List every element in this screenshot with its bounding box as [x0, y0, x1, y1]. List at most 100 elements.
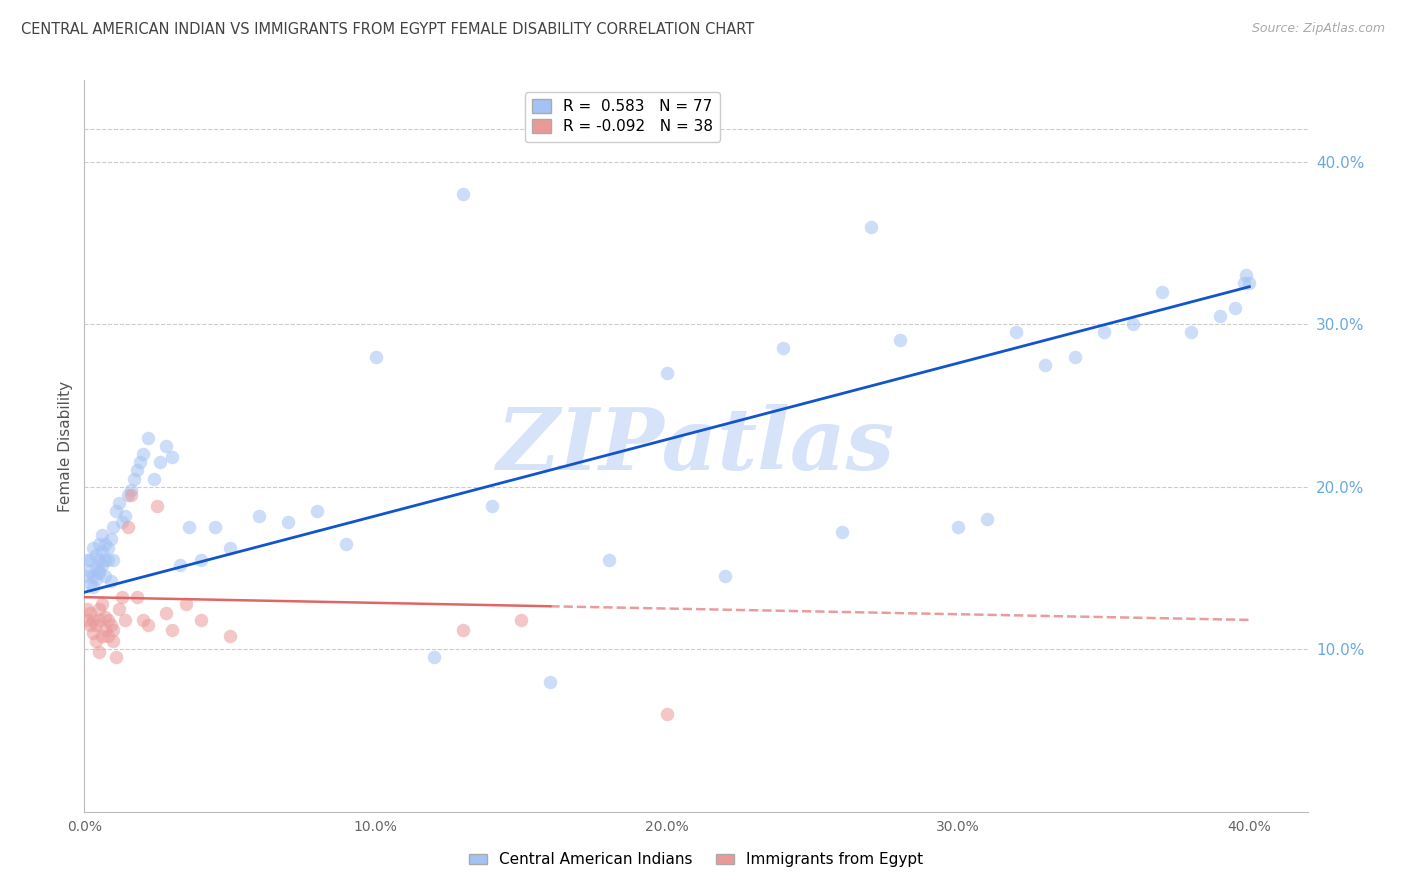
Point: [247, 508, 270, 523]
Point: [76, 553, 98, 567]
Point: [277, 516, 299, 530]
Point: [190, 553, 212, 567]
Point: [93, 623, 117, 637]
Point: [146, 499, 169, 513]
Point: [714, 569, 737, 583]
Point: [90, 544, 112, 558]
Point: [103, 623, 125, 637]
Point: [1150, 285, 1173, 299]
Point: [831, 525, 853, 540]
Point: [114, 613, 136, 627]
Point: [538, 674, 561, 689]
Point: [155, 439, 177, 453]
Point: [87, 564, 110, 578]
Point: [111, 516, 134, 530]
Point: [160, 450, 183, 465]
Point: [889, 334, 911, 348]
Point: [100, 617, 122, 632]
Point: [510, 613, 533, 627]
Point: [82, 626, 104, 640]
Point: [149, 455, 172, 469]
Point: [97, 613, 120, 627]
Point: [90, 528, 112, 542]
Point: [100, 574, 122, 588]
Point: [655, 366, 678, 380]
Text: ZIPatlas: ZIPatlas: [496, 404, 896, 488]
Point: [93, 569, 117, 583]
Point: [117, 488, 139, 502]
Point: [84, 617, 107, 632]
Point: [93, 609, 117, 624]
Point: [84, 548, 107, 562]
Point: [84, 634, 107, 648]
Point: [82, 581, 104, 595]
Y-axis label: Female Disability: Female Disability: [58, 380, 73, 512]
Point: [103, 634, 125, 648]
Point: [105, 504, 128, 518]
Point: [87, 566, 110, 580]
Point: [204, 520, 226, 534]
Point: [364, 350, 387, 364]
Point: [84, 561, 107, 575]
Point: [76, 601, 98, 615]
Point: [946, 520, 969, 534]
Point: [87, 613, 110, 627]
Point: [82, 613, 104, 627]
Point: [122, 471, 145, 485]
Point: [125, 463, 148, 477]
Point: [1236, 268, 1258, 283]
Point: [117, 520, 139, 534]
Point: [103, 520, 125, 534]
Point: [1209, 309, 1232, 323]
Point: [190, 613, 212, 627]
Point: [451, 187, 474, 202]
Point: [111, 590, 134, 604]
Point: [138, 617, 160, 632]
Point: [79, 577, 101, 591]
Point: [84, 572, 107, 586]
Point: [76, 613, 98, 627]
Point: [1180, 325, 1202, 339]
Point: [976, 512, 998, 526]
Point: [90, 558, 112, 572]
Point: [87, 601, 110, 615]
Point: [100, 532, 122, 546]
Point: [93, 553, 117, 567]
Point: [87, 553, 110, 567]
Point: [97, 629, 120, 643]
Point: [307, 504, 329, 518]
Point: [120, 488, 142, 502]
Point: [1005, 325, 1028, 339]
Point: [87, 645, 110, 659]
Point: [97, 553, 120, 567]
Point: [1232, 277, 1254, 291]
Point: [97, 541, 120, 556]
Point: [120, 483, 142, 497]
Point: [90, 597, 112, 611]
Point: [1122, 317, 1144, 331]
Point: [87, 536, 110, 550]
Point: [108, 601, 131, 615]
Point: [1223, 301, 1246, 315]
Point: [103, 553, 125, 567]
Point: [1092, 325, 1115, 339]
Point: [219, 541, 242, 556]
Point: [598, 553, 620, 567]
Point: [155, 607, 177, 621]
Point: [481, 499, 503, 513]
Point: [1239, 277, 1261, 291]
Point: [219, 629, 242, 643]
Point: [138, 431, 160, 445]
Point: [451, 623, 474, 637]
Point: [128, 455, 150, 469]
Point: [82, 541, 104, 556]
Point: [79, 553, 101, 567]
Point: [1035, 358, 1057, 372]
Point: [179, 520, 201, 534]
Point: [105, 650, 128, 665]
Legend: Central American Indians, Immigrants from Egypt: Central American Indians, Immigrants fro…: [463, 847, 929, 873]
Text: CENTRAL AMERICAN INDIAN VS IMMIGRANTS FROM EGYPT FEMALE DISABILITY CORRELATION C: CENTRAL AMERICAN INDIAN VS IMMIGRANTS FR…: [21, 22, 755, 37]
Point: [423, 650, 446, 665]
Point: [335, 536, 357, 550]
Point: [114, 508, 136, 523]
